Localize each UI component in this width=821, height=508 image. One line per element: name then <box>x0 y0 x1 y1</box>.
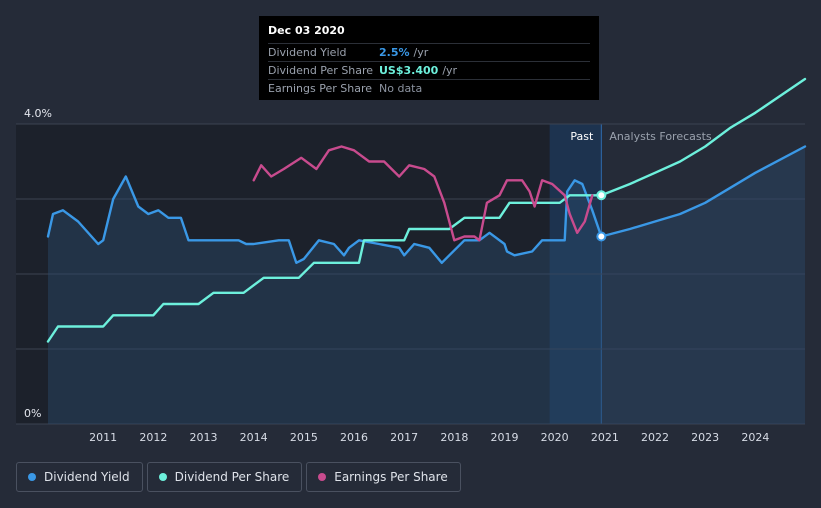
legend-item-dividend-per-share[interactable]: Dividend Per Share <box>146 462 303 492</box>
x-tick-label: 2013 <box>190 431 218 444</box>
legend-dot-icon <box>318 473 327 481</box>
legend-item-dividend-yield[interactable]: Dividend Yield <box>16 462 143 492</box>
tooltip-label: Earnings Per Share <box>268 82 373 95</box>
x-tick-label: 2020 <box>541 431 569 444</box>
x-tick-label: 2012 <box>139 431 167 444</box>
x-tick-label: 2014 <box>240 431 268 444</box>
axis-text: 4.0% 0% 2011 2012 2013 2014 2015 2016 2017 2018 20… <box>24 107 769 444</box>
y-tick-label: 0% <box>24 407 41 420</box>
tooltip-row-dividend-yield: Dividend Yield 2.5% /yr <box>268 43 590 61</box>
legend: Dividend Yield Dividend Per Share Earnin… <box>16 462 465 492</box>
current-point-marker <box>596 190 607 201</box>
series-areas <box>48 146 805 424</box>
tooltip-row-dividend-per-share: Dividend Per Share US$3.400 /yr <box>268 61 590 79</box>
x-tick-label: 2015 <box>290 431 318 444</box>
x-tick-label: 2019 <box>491 431 519 444</box>
tooltip-unit: /yr <box>442 64 458 77</box>
current-markers <box>596 190 607 242</box>
past-label: Past <box>570 130 594 143</box>
x-tick-label: 2017 <box>390 431 418 444</box>
tooltip-date: Dec 03 2020 <box>268 24 345 37</box>
dividend-yield-area <box>48 146 805 424</box>
x-tick-label: 2024 <box>741 431 769 444</box>
y-tick-label: 4.0% <box>24 107 52 120</box>
earnings-per-share-line <box>252 145 594 242</box>
x-tick-label: 2021 <box>591 431 619 444</box>
gridlines <box>16 123 805 425</box>
tooltip-value: No data <box>379 82 423 95</box>
tooltip-label: Dividend Per Share <box>268 64 374 77</box>
x-tick-label: 2018 <box>440 431 468 444</box>
tooltip-value: 2.5% <box>379 46 410 59</box>
x-tick-label: 2011 <box>89 431 117 444</box>
forecast-label: Analysts Forecasts <box>609 130 712 143</box>
legend-label: Dividend Yield <box>44 470 130 484</box>
legend-label: Earnings Per Share <box>334 470 448 484</box>
series-lines <box>46 77 807 343</box>
tooltip-unit: /yr <box>413 46 429 59</box>
tooltip-label: Dividend Yield <box>268 46 347 59</box>
legend-dot-icon <box>158 473 167 481</box>
tooltip-value: US$3.400 <box>379 64 439 77</box>
x-tick-label: 2023 <box>691 431 719 444</box>
dividend-per-share-line <box>46 77 807 343</box>
x-tick-label: 2022 <box>641 431 669 444</box>
current-point-marker <box>596 231 607 242</box>
x-tick-label: 2016 <box>340 431 368 444</box>
legend-label: Dividend Per Share <box>174 470 290 484</box>
dividend-yield-line <box>46 145 807 264</box>
legend-dot-icon <box>28 473 36 481</box>
legend-item-earnings-per-share[interactable]: Earnings Per Share <box>306 462 461 492</box>
tooltip: Dec 03 2020 Dividend Yield 2.5% /yr Divi… <box>259 16 599 100</box>
tooltip-row-earnings-per-share: Earnings Per Share No data <box>268 79 590 97</box>
